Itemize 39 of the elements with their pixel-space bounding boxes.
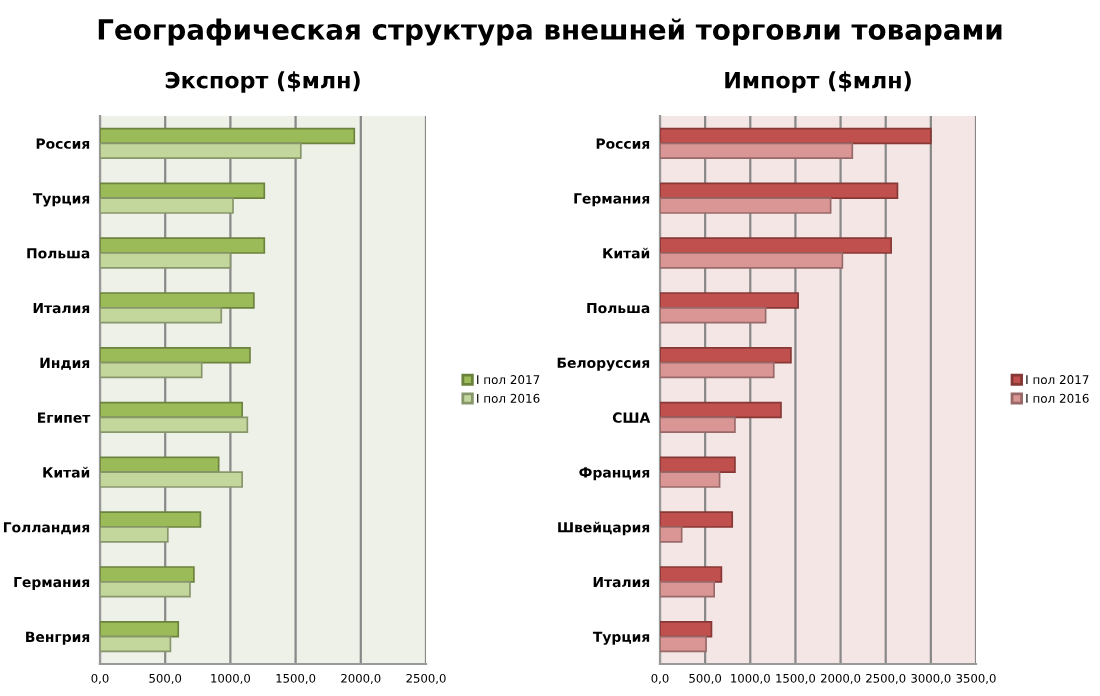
bar [100,416,249,434]
bar [100,580,191,598]
bar [100,127,356,145]
bar [100,620,180,638]
bar [100,635,172,653]
bar [100,142,302,160]
bar [100,252,232,269]
bar [100,237,266,254]
bar [660,127,932,145]
bar [100,511,202,528]
bar [660,471,721,488]
bar [660,566,723,583]
bar [100,401,243,419]
bar [100,197,234,214]
bar [660,620,713,638]
bar [660,197,832,214]
bar [660,361,775,379]
bar [660,416,736,434]
bar [660,142,854,160]
bar [660,526,683,543]
bar [100,292,255,309]
bar [660,237,892,254]
chart-title: Экспорт ($млн) [165,71,360,93]
bar [100,306,223,324]
chart-title: Импорт ($млн) [725,71,911,93]
bar [100,471,243,488]
bar [100,566,195,583]
bar [100,361,203,379]
bar [660,580,716,598]
bar [660,306,767,324]
bar [660,511,734,528]
bar [100,346,251,364]
bar [660,346,792,364]
bar [660,252,844,269]
bar [660,401,782,419]
bar [660,292,799,309]
bar [660,635,707,653]
text: Географическая структура внешней торговли товарами [98,18,1002,46]
bar [100,526,169,543]
